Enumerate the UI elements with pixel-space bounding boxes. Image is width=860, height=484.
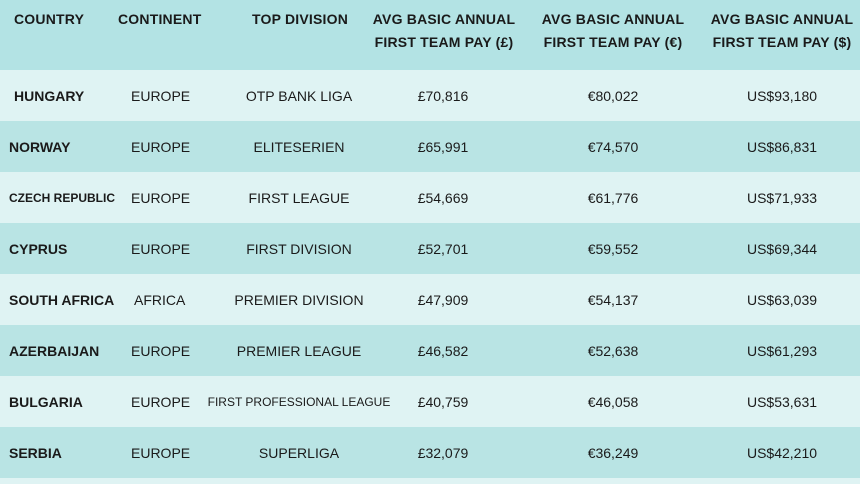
table-row: NORWAY EUROPE ELITESERIEN £65,991 €74,57… [0,121,860,172]
header-pay-usd: AVG BASIC ANNUAL FIRST TEAM PAY ($) [704,0,860,54]
division-cell: PREMIER DIVISION [234,291,364,308]
country-cell: AZERBAIJAN [9,342,100,359]
country-cell: HUNGARY [14,87,85,104]
pay-eur-cell: €74,570 [587,138,639,155]
header-pay-gbp-line1: AVG BASIC ANNUAL [372,11,516,27]
continent-cell: EUROPE [131,444,191,461]
pay-eur-cell: €36,249 [587,444,639,461]
pay-usd-cell: US$86,831 [746,138,818,155]
table-row: HUNGARY EUROPE OTP BANK LIGA £70,816 €80… [0,70,860,121]
division-cell: OTP BANK LIGA [245,87,353,104]
pay-eur-cell: €59,552 [587,240,639,257]
continent-cell: EUROPE [131,342,191,359]
header-pay-eur-line2: FIRST TEAM PAY (€) [543,34,683,50]
pay-eur-cell: €54,137 [587,291,639,308]
pay-eur-cell: €52,638 [587,342,639,359]
table-header: COUNTRY CONTINENT TOP DIVISION AVG BASIC… [0,0,860,70]
table-row: BULGARIA EUROPE FIRST PROFESSIONAL LEAGU… [0,376,860,427]
pay-gbp-cell: £47,909 [417,291,469,308]
pay-gbp-cell: £65,991 [417,138,469,155]
pay-usd-cell: US$71,933 [746,189,818,206]
header-pay-usd-line1: AVG BASIC ANNUAL [710,11,854,27]
country-cell: CZECH REPUBLIC [9,190,116,205]
division-cell: ELITESERIEN [253,138,345,155]
pay-gbp-cell: £32,079 [417,444,469,461]
country-cell: SOUTH AFRICA [9,291,115,308]
header-pay-eur-line1: AVG BASIC ANNUAL [541,11,685,27]
division-cell: FIRST LEAGUE [248,189,350,206]
country-cell: NORWAY [9,138,71,155]
pay-usd-cell: US$42,210 [746,444,818,461]
pay-usd-cell: US$53,631 [746,393,818,410]
table-row: CYPRUS EUROPE FIRST DIVISION £52,701 €59… [0,223,860,274]
header-pay-gbp-line2: FIRST TEAM PAY (£) [374,34,514,50]
header-top-division: TOP DIVISION [251,11,349,27]
header-pay-eur: AVG BASIC ANNUAL FIRST TEAM PAY (€) [535,0,691,54]
table-row: AZERBAIJAN EUROPE PREMIER LEAGUE £46,582… [0,325,860,376]
pay-eur-cell: €80,022 [587,87,639,104]
pay-gbp-cell: £46,582 [417,342,469,359]
continent-cell: EUROPE [131,393,191,410]
division-cell: PREMIER LEAGUE [236,342,362,359]
pay-gbp-cell: £40,759 [417,393,469,410]
division-cell: SUPERLIGA [258,444,340,461]
header-continent: CONTINENT [118,11,202,27]
pay-gbp-cell: £52,701 [417,240,469,257]
pay-eur-cell: €61,776 [587,189,639,206]
header-country: COUNTRY [14,11,85,27]
pay-gbp-cell: £54,669 [417,189,469,206]
continent-cell: EUROPE [131,189,191,206]
table-row: SERBIA EUROPE SUPERLIGA £32,079 €36,249 … [0,427,860,478]
continent-cell: EUROPE [131,240,191,257]
pay-usd-cell: US$63,039 [746,291,818,308]
country-cell: SERBIA [9,444,62,461]
division-cell: FIRST PROFESSIONAL LEAGUE [207,394,391,409]
pay-usd-cell: US$69,344 [746,240,818,257]
division-cell: FIRST DIVISION [246,240,352,257]
table-row: CZECH REPUBLIC EUROPE FIRST LEAGUE £54,6… [0,172,860,223]
country-cell: BULGARIA [9,393,83,410]
pay-usd-cell: US$93,180 [746,87,818,104]
pay-usd-cell: US$61,293 [746,342,818,359]
pay-eur-cell: €46,058 [587,393,639,410]
pay-gbp-cell: £70,816 [417,87,469,104]
country-cell: CYPRUS [9,240,68,257]
table-row-partial [0,478,860,484]
continent-cell: EUROPE [131,138,191,155]
header-pay-gbp: AVG BASIC ANNUAL FIRST TEAM PAY (£) [366,0,522,54]
table-row: SOUTH AFRICA AFRICA PREMIER DIVISION £47… [0,274,860,325]
continent-cell: EUROPE [131,87,191,104]
header-pay-usd-line2: FIRST TEAM PAY ($) [712,34,852,50]
continent-cell: AFRICA [134,291,186,308]
